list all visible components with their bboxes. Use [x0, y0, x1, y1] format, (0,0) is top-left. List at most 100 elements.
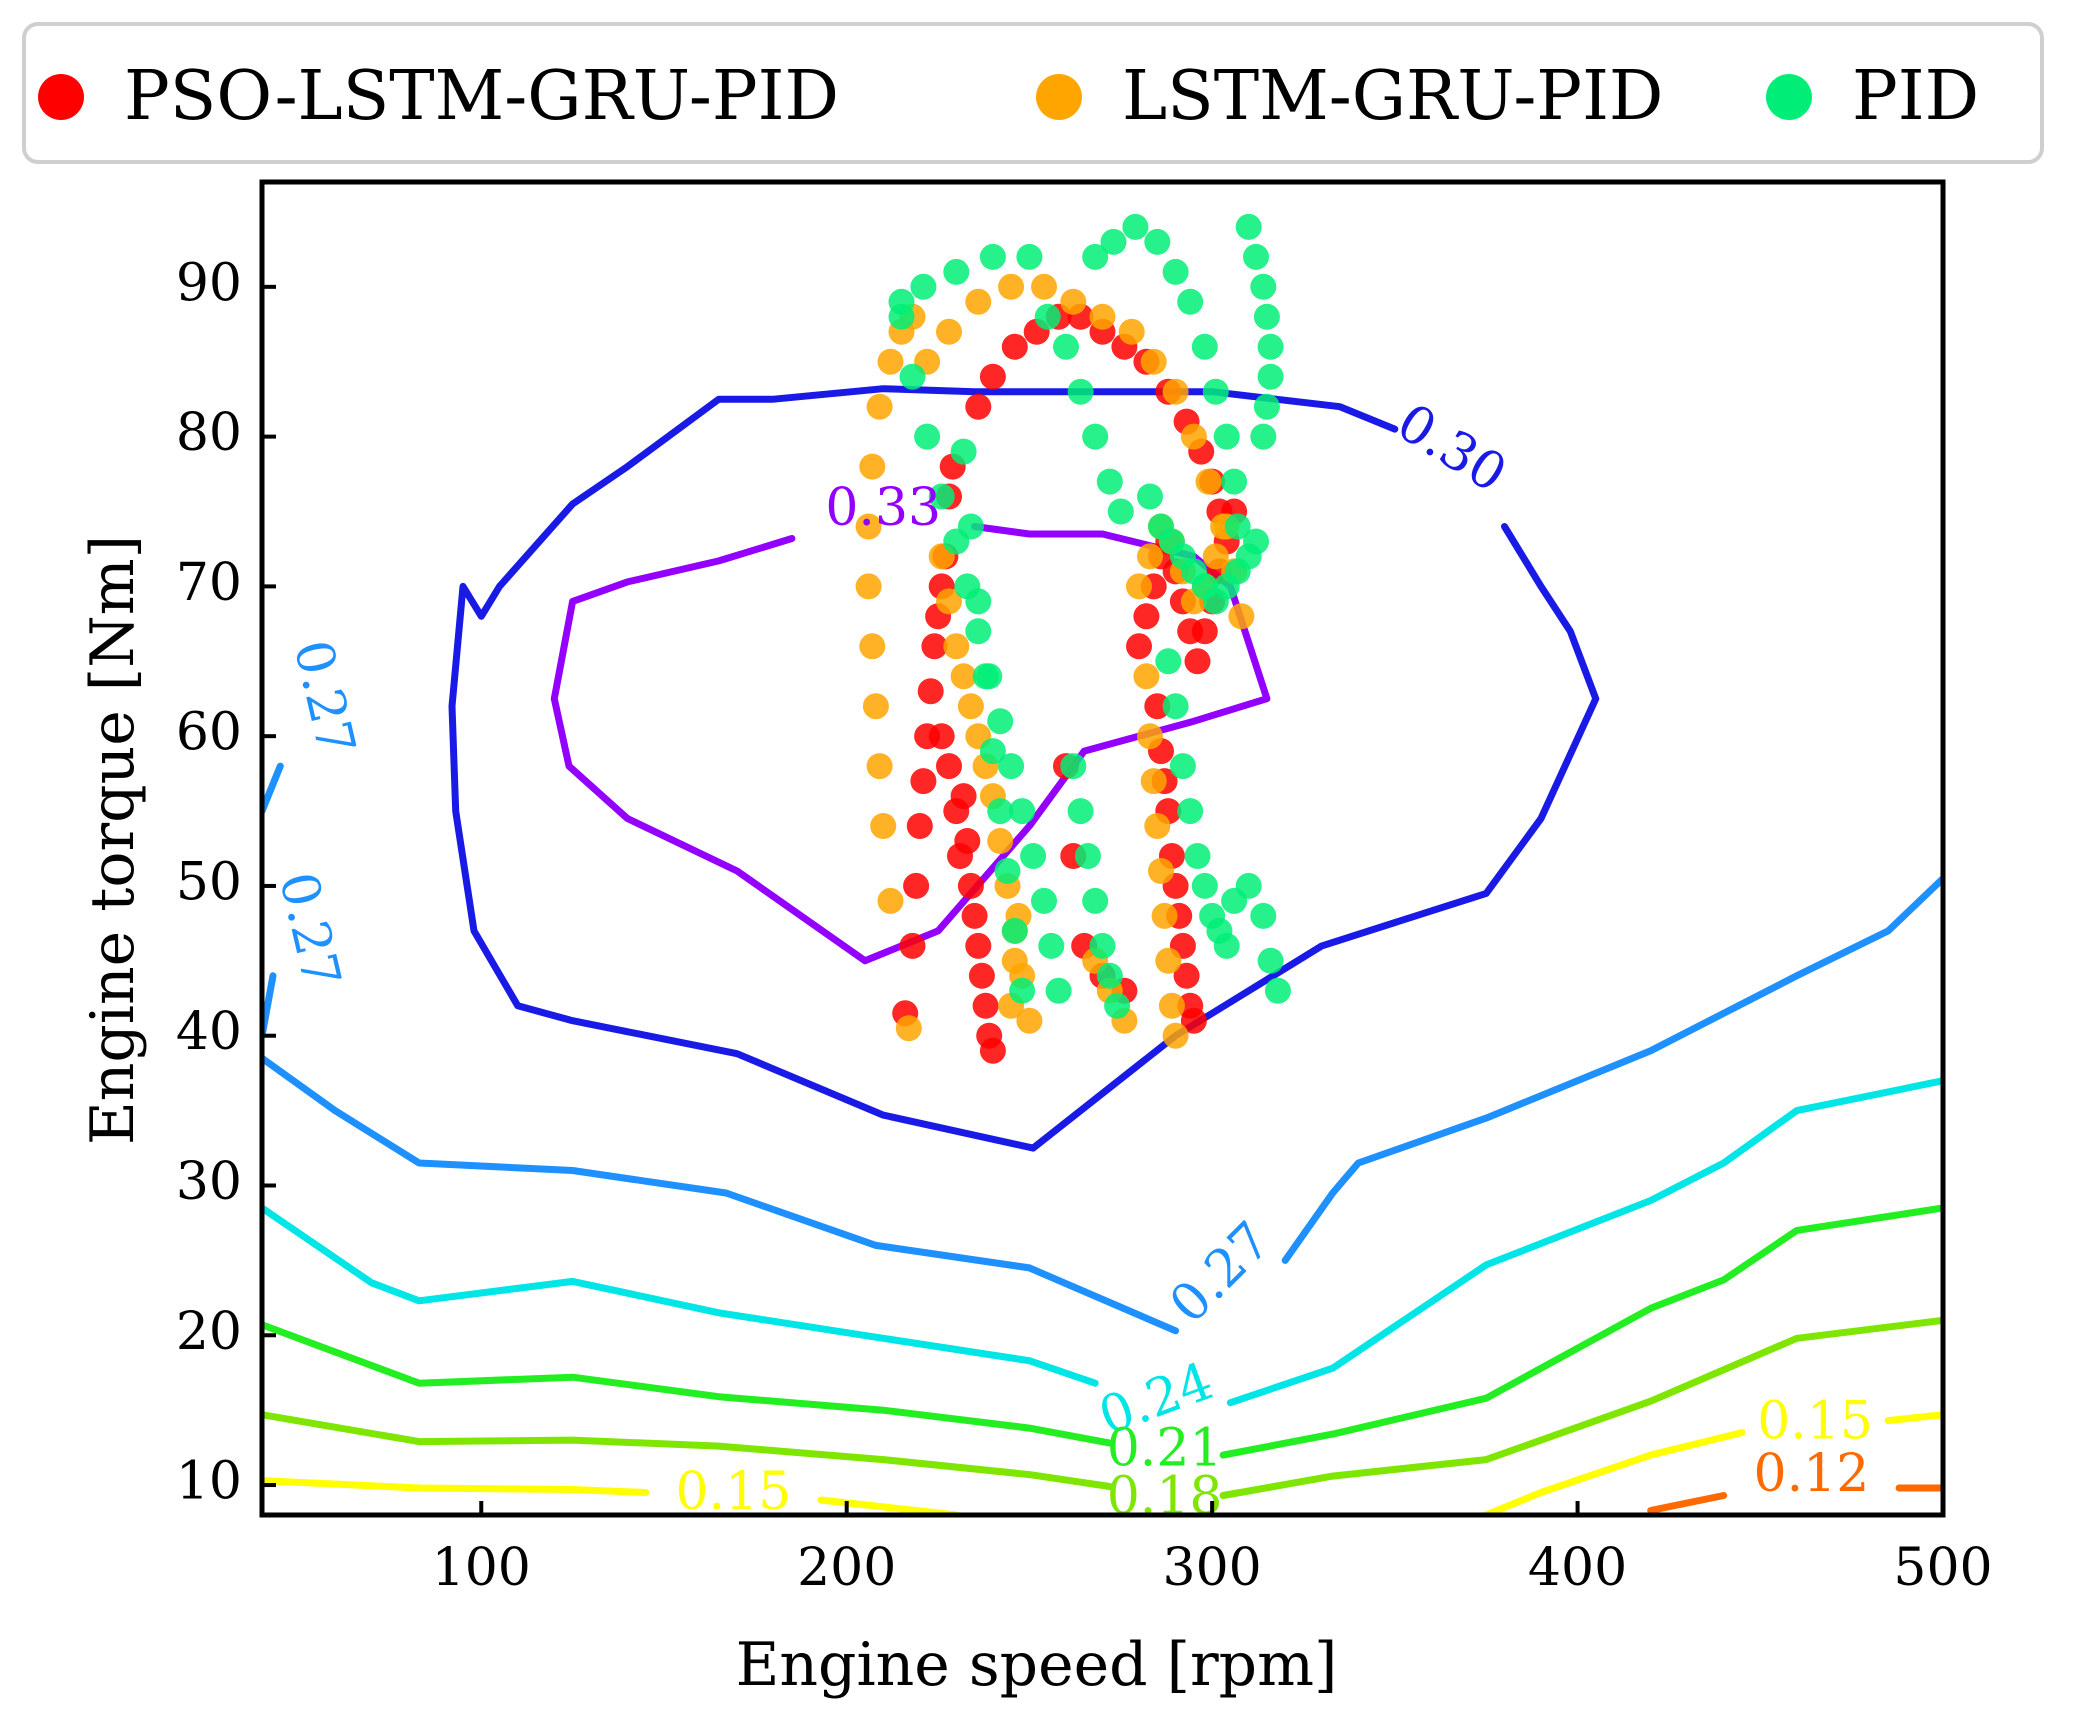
point-pso-lstm-gru-pid-48: [1184, 648, 1211, 675]
point-pid-68: [1177, 798, 1204, 825]
point-pid-79: [1060, 753, 1087, 780]
point-pid-8: [928, 483, 955, 510]
point-lstm-gru-pid-22: [1162, 378, 1189, 405]
point-pid-63: [1253, 393, 1280, 420]
axis-layer: 100 200 300 400 500 10 20 30 40 50 60 70 80 90: [176, 253, 1993, 1598]
point-lstm-gru-pid-58: [1151, 902, 1178, 929]
point-pid-73: [1213, 932, 1240, 959]
x-axis-title: Engine speed [rpm]: [735, 1630, 1338, 1700]
point-pid-14: [998, 753, 1025, 780]
point-pid-75: [1235, 872, 1262, 899]
point-pid-46: [1137, 483, 1163, 510]
point-pid-59: [1250, 273, 1277, 300]
point-pid-84: [1096, 962, 1123, 989]
point-lstm-gru-pid-18: [1060, 288, 1087, 315]
point-pso-lstm-gru-pid-21: [979, 1037, 1006, 1064]
point-pid-35: [1082, 243, 1109, 270]
point-pso-lstm-gru-pid-62: [1173, 962, 1200, 989]
point-pso-lstm-gru-pid-64: [1180, 1007, 1207, 1034]
point-lstm-gru-pid-24: [1195, 468, 1222, 495]
contour-line-0-18-0: [262, 1411, 1114, 1490]
point-pid-61: [1257, 333, 1284, 360]
point-pid-25: [987, 798, 1014, 825]
contour-line-0-18-1: [1219, 1316, 1943, 1499]
contour-line-0-21-0: [262, 1321, 1114, 1447]
point-lstm-gru-pid-5: [859, 633, 886, 660]
point-pid-28: [1009, 977, 1036, 1004]
point-pid-65: [1155, 648, 1182, 675]
point-lstm-gru-pid-14: [936, 318, 962, 345]
point-pso-lstm-gru-pid-40: [1126, 633, 1152, 660]
point-pid-82: [1082, 887, 1109, 914]
point-pid-23: [972, 663, 999, 690]
point-pid-5: [888, 303, 915, 330]
x-tick-label-400: 400: [1528, 1538, 1627, 1598]
point-pid-2: [943, 258, 970, 285]
point-pso-lstm-gru-pid-49: [1191, 618, 1218, 645]
point-pid-45: [1224, 513, 1251, 540]
y-axis-title: Engine torque [Nm]: [78, 534, 148, 1146]
contour-label-0-33-0: 0.33: [825, 478, 941, 538]
point-lstm-gru-pid-3: [866, 753, 893, 780]
y-tick-label-20: 20: [176, 1302, 242, 1362]
point-lstm-gru-pid-1: [877, 887, 904, 914]
point-pid-70: [1191, 872, 1218, 899]
point-lstm-gru-pid-36: [987, 828, 1014, 854]
point-lstm-gru-pid-19: [1089, 303, 1116, 330]
legend-marker-pid: [1766, 74, 1812, 120]
point-lstm-gru-pid-56: [1144, 813, 1171, 839]
point-pid-27: [1001, 917, 1028, 944]
point-lstm-gru-pid-60: [1158, 992, 1185, 1019]
contour-line-0-15-2: [1482, 1429, 1746, 1515]
point-pso-lstm-gru-pid-1: [899, 932, 926, 959]
point-pso-lstm-gru-pid-22: [928, 723, 955, 750]
y-tick-label-40: 40: [176, 1002, 242, 1062]
plot-background: [262, 182, 1943, 1515]
point-pid-33: [1096, 468, 1123, 495]
point-pso-lstm-gru-pid-15: [957, 872, 984, 899]
plot-frame: [259, 179, 1946, 1518]
point-lstm-gru-pid-2: [870, 813, 897, 839]
point-pid-32: [1082, 423, 1109, 450]
point-lstm-gru-pid-9: [866, 393, 893, 420]
point-pso-lstm-gru-pid-28: [1001, 333, 1028, 360]
y-tick-label-70: 70: [176, 553, 242, 613]
point-pid-69: [1184, 843, 1211, 869]
point-lstm-gru-pid-27: [1228, 603, 1255, 630]
point-pid-77: [1257, 947, 1284, 974]
point-pid-81: [1074, 843, 1101, 869]
legend-marker-pso-lstm-gru-pid: [38, 74, 84, 120]
contour-line-0-24-1: [1226, 1077, 1943, 1407]
y-tick-label-60: 60: [176, 703, 242, 763]
point-pid-57: [1235, 213, 1262, 240]
point-pid-67: [1169, 753, 1196, 780]
point-pso-lstm-gru-pid-7: [921, 633, 948, 660]
point-lstm-gru-pid-8: [859, 453, 886, 480]
point-pid-1: [910, 273, 937, 300]
point-pid-80: [1067, 798, 1094, 825]
legend-item-pso-lstm-gru-pid: PSO-LSTM-GRU-PID: [38, 62, 839, 132]
contour-line-0-21-1: [1219, 1204, 1943, 1459]
point-pso-lstm-gru-pid-4: [910, 768, 937, 795]
point-lstm-gru-pid-55: [1140, 768, 1167, 795]
contour-line-0-27-0: [262, 1054, 1180, 1335]
point-pid-56: [1243, 528, 1269, 555]
point-lstm-gru-pid-59: [1155, 947, 1182, 974]
legend-item-lstm-gru-pid: LSTM-GRU-PID: [1036, 62, 1663, 132]
contour-label-0-15-0: 0.15: [676, 1462, 792, 1522]
point-pso-lstm-gru-pid-54: [1144, 693, 1171, 720]
point-lstm-gru-pid-30: [943, 633, 970, 660]
point-pid-26: [994, 858, 1021, 884]
point-lstm-gru-pid-4: [862, 693, 889, 720]
contour-label-0-21-0: 0.21: [1107, 1419, 1223, 1479]
point-lstm-gru-pid-20: [1118, 318, 1145, 345]
point-pid-66: [1162, 693, 1189, 720]
point-pid-31: [1067, 378, 1094, 405]
point-pso-lstm-gru-pid-3: [906, 813, 933, 839]
x-tick-label-100: 100: [432, 1538, 531, 1598]
legend: PSO-LSTM-GRU-PID LSTM-GRU-PID PID: [22, 22, 2044, 164]
point-pso-lstm-gru-pid-27: [979, 363, 1006, 390]
point-lstm-gru-pid-44: [1126, 573, 1152, 600]
point-lstm-gru-pid-57: [1148, 858, 1174, 884]
